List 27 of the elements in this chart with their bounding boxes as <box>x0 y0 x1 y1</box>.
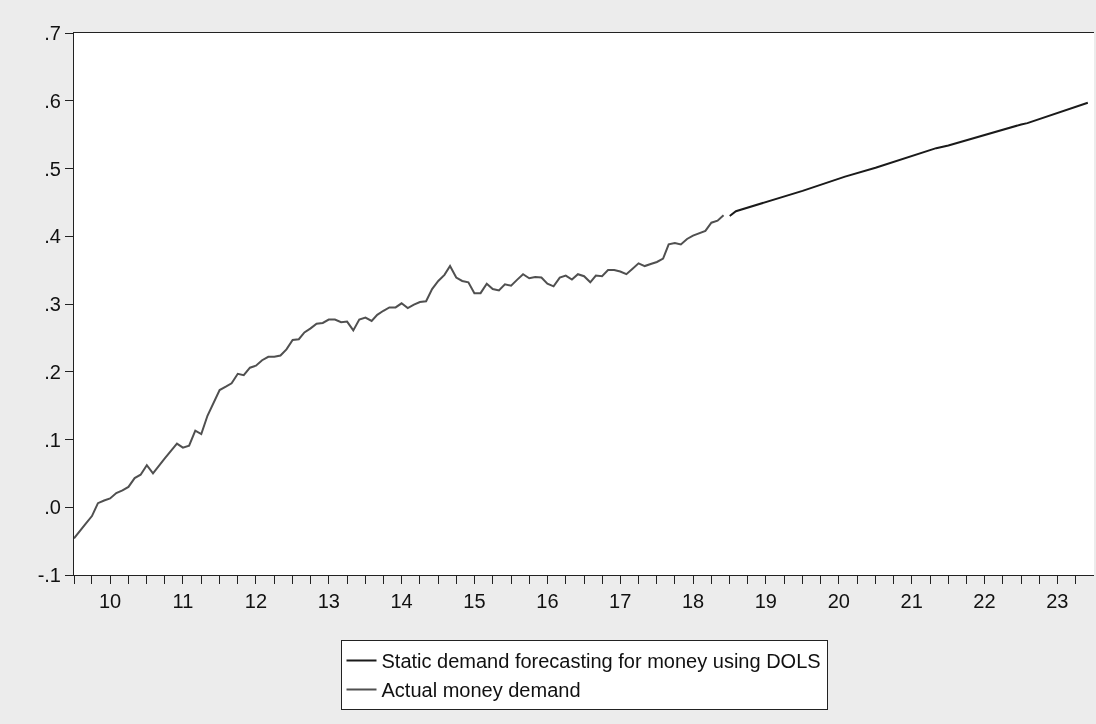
x-tick-label: 15 <box>463 590 486 612</box>
x-tick-label: 12 <box>244 590 268 612</box>
y-tick-label: .4 <box>44 225 61 248</box>
x-tick-label: 11 <box>172 590 194 612</box>
x-tick-label: 20 <box>827 590 850 612</box>
x-tick-label: 17 <box>609 590 632 612</box>
y-tick-label: .6 <box>44 89 61 112</box>
x-tick-label: 14 <box>390 590 413 612</box>
x-tick-label: 21 <box>900 590 923 612</box>
x-tick-label: 19 <box>754 590 777 612</box>
y-tick-label: .7 <box>44 22 61 44</box>
legend-label: Actual money demand <box>381 679 581 702</box>
y-tick-label: .3 <box>44 293 61 315</box>
x-tick-label: 13 <box>317 590 340 612</box>
line-series <box>74 214 725 540</box>
y-tick-label: .2 <box>44 360 61 383</box>
y-tick-label: .0 <box>44 496 61 519</box>
y-tick-label: .1 <box>44 428 61 451</box>
y-tick-label: .5 <box>44 157 61 180</box>
legend-label: Static demand forecasting for money using DOLS <box>381 650 821 673</box>
y-tick-label: -.1 <box>37 564 61 586</box>
x-tick-label: 23 <box>1046 590 1069 612</box>
line-series <box>728 101 1089 217</box>
x-tick-label: 22 <box>973 590 996 612</box>
x-tick-label: 18 <box>681 590 705 612</box>
x-tick-label: 10 <box>98 590 122 612</box>
x-tick-label: 16 <box>536 590 559 612</box>
